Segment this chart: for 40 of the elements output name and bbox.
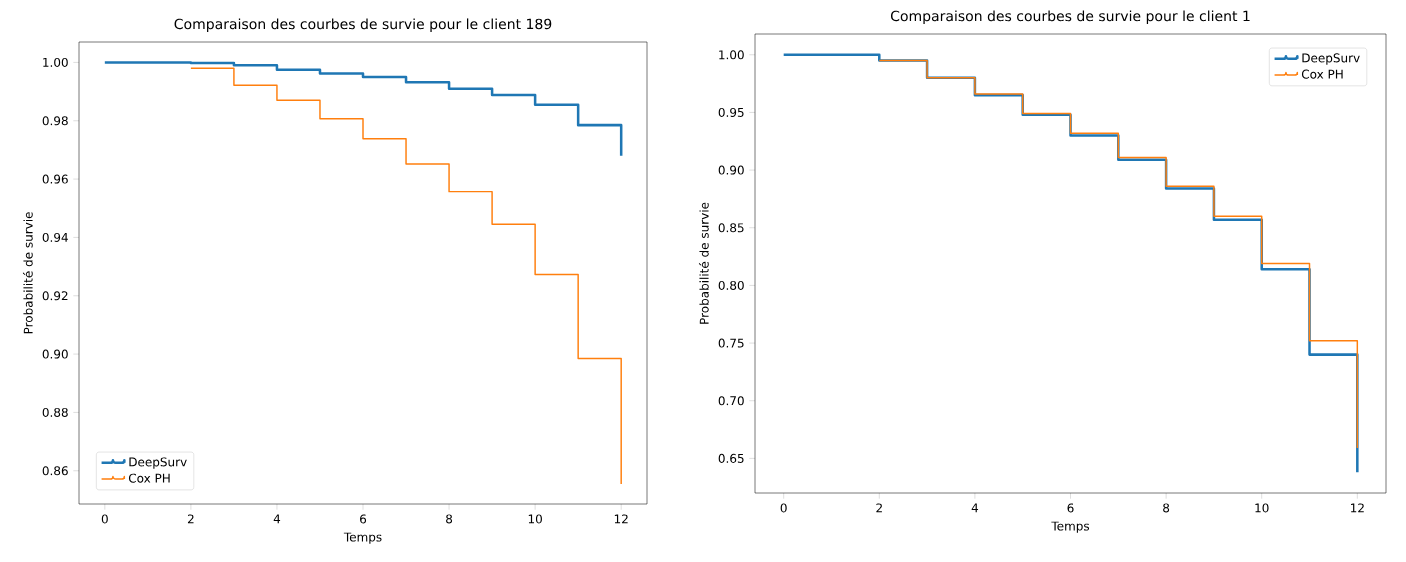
x-tick-label: 8 — [446, 514, 453, 524]
y-axis-title: Probabilité de survie — [22, 212, 33, 334]
x-tick-label: 4 — [971, 503, 979, 513]
y-axis-title: Probabilité de survie — [698, 202, 709, 324]
y-tick-label: 0.75 — [718, 338, 744, 348]
x-axis-title: Temps — [343, 532, 382, 544]
y-tick-label: 1.00 — [719, 50, 744, 60]
y-tick-label: 0.70 — [718, 396, 744, 406]
chart-title: Comparaison des courbes de survie pour le client 1 — [890, 10, 1250, 24]
y-tick-label: 0.94 — [42, 232, 68, 242]
legend-label: DeepSurv — [1302, 53, 1360, 65]
x-tick-label: 6 — [360, 514, 367, 524]
x-tick-label: 4 — [273, 514, 281, 524]
y-tick-label: 0.90 — [42, 349, 68, 359]
x-tick-label: 0 — [101, 514, 108, 524]
y-tick-label: 0.90 — [718, 165, 744, 175]
y-tick-label: 0.85 — [718, 223, 744, 233]
y-tick-label: 1.00 — [43, 57, 68, 67]
x-tick-label: 6 — [1067, 503, 1074, 513]
x-axis-title: Temps — [1051, 521, 1090, 533]
x-tick-label: 10 — [528, 514, 542, 524]
x-tick-label: 2 — [187, 514, 194, 524]
legend-label: DeepSurv — [129, 457, 187, 469]
y-tick-label: 0.95 — [718, 107, 744, 117]
x-tick-label: 10 — [1255, 503, 1269, 513]
x-tick-label: 8 — [1163, 503, 1170, 513]
chart-title: Comparaison des courbes de survie pour le client 189 — [174, 18, 552, 32]
y-tick-label: 0.65 — [718, 453, 744, 463]
y-tick-label: 0.96 — [42, 174, 68, 184]
y-tick-label: 0.80 — [718, 280, 744, 290]
x-tick-label: 2 — [876, 503, 882, 513]
y-tick-label: 0.98 — [42, 116, 68, 126]
legend-label: Cox PH — [128, 473, 170, 483]
y-tick-label: 0.86 — [42, 466, 68, 476]
legend-label: Cox PH — [1301, 69, 1343, 79]
x-tick-label: 0 — [780, 503, 787, 513]
x-tick-label: 12 — [614, 514, 628, 524]
y-tick-label: 0.88 — [42, 407, 68, 417]
x-tick-label: 12 — [1351, 503, 1364, 513]
y-tick-label: 0.92 — [42, 291, 68, 301]
